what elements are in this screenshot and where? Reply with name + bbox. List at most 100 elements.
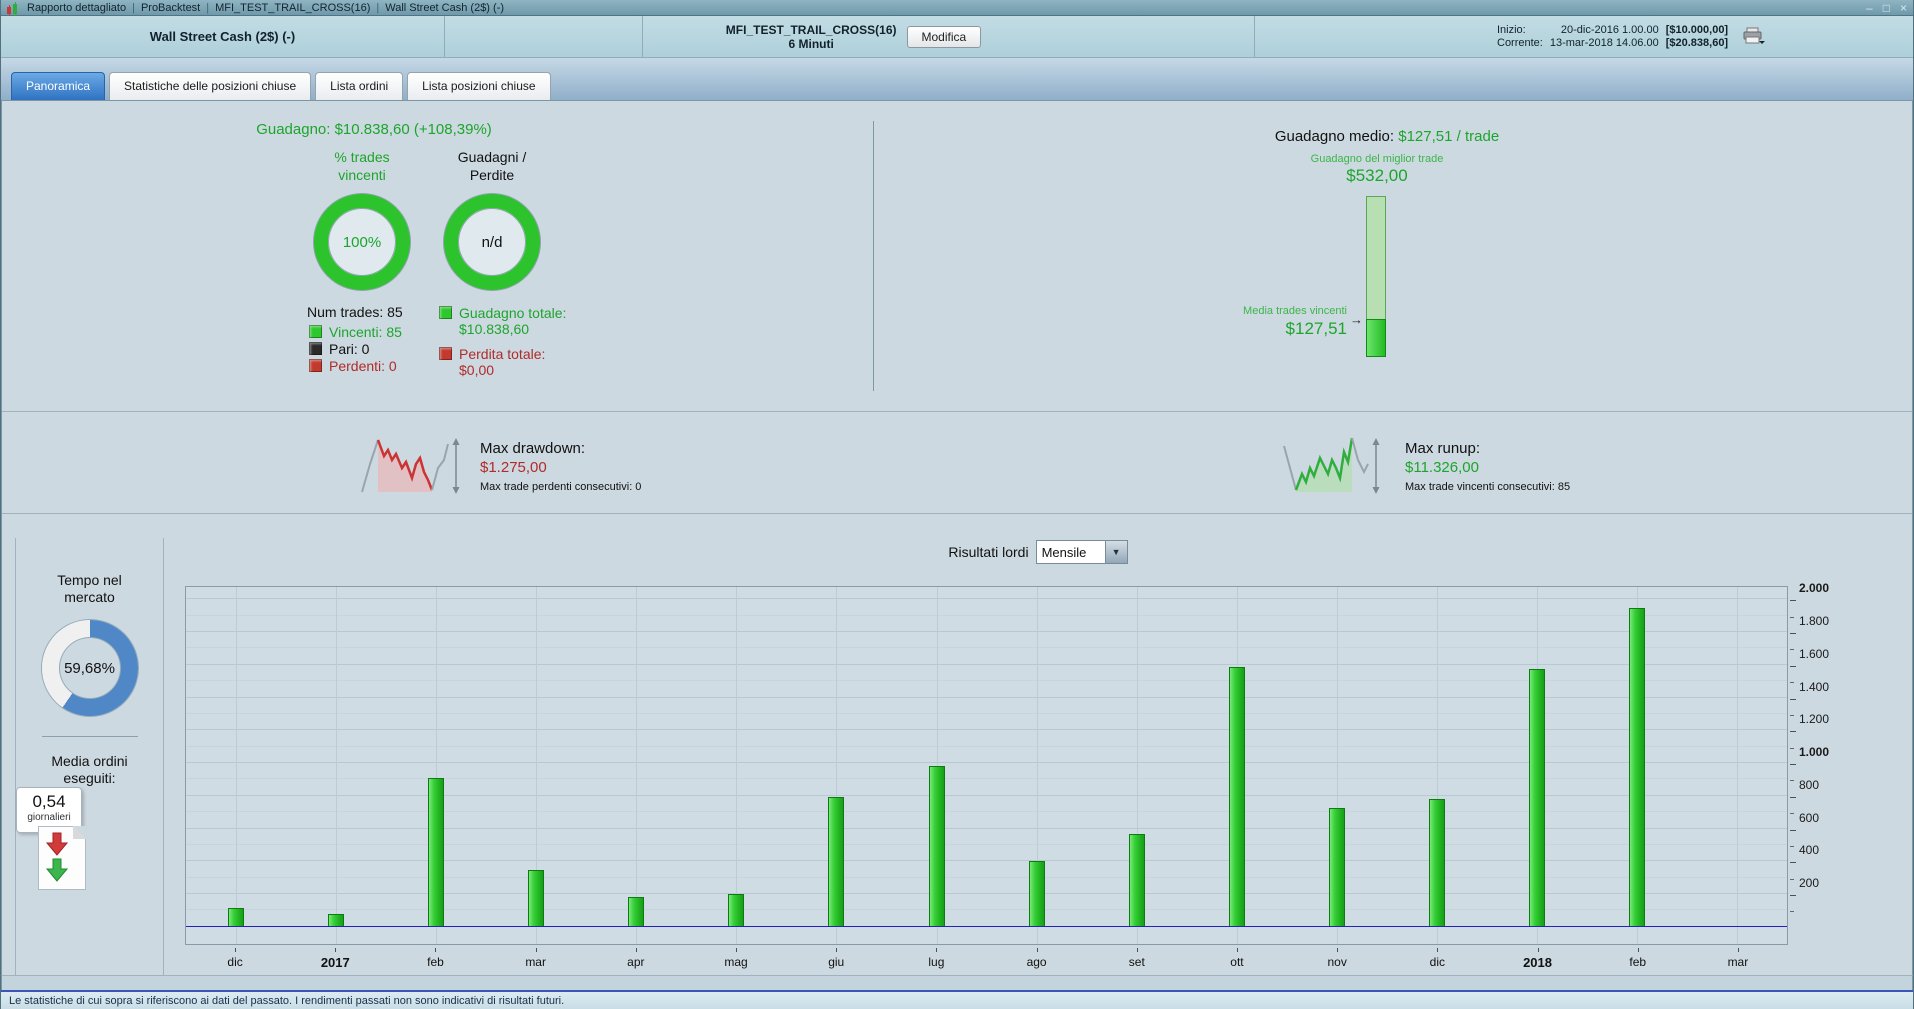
- avg-orders-title: Media ordini eseguiti:: [51, 753, 128, 786]
- avg-orders-unit: giornalieri: [27, 812, 71, 823]
- x-axis-label: giu: [786, 948, 886, 970]
- gross-results-chart-region: Risultati lordi Mensile ▼ 200 400 600 800 1.…: [164, 514, 1912, 975]
- winning-trades-title: % trades vincenti: [334, 149, 390, 183]
- avg-win-label: Media trades vincenti: [1243, 305, 1347, 317]
- x-axis-label: lug: [886, 948, 986, 970]
- drawdown-value: $1.275,00: [480, 459, 547, 476]
- result-bar-feb: [1628, 607, 1645, 927]
- result-bar-lug: [928, 766, 945, 927]
- legend-square: [309, 359, 322, 372]
- report-header: Wall Street Cash (2$) (-) MFI_TEST_TRAIL…: [1, 16, 1913, 58]
- runup-text: Max runup: $11.326,00 Max trade vincenti…: [1405, 440, 1570, 493]
- gain-loss-title: Guadagni / Perdite: [457, 149, 527, 183]
- start-label: Inizio:: [1497, 24, 1526, 36]
- drawdown-title: Max drawdown:: [480, 440, 586, 457]
- period-select[interactable]: Mensile ▼: [1035, 540, 1128, 564]
- time-in-market-value: 59,68%: [64, 659, 115, 677]
- total-loss-label: Perdita totale:: [459, 345, 546, 362]
- legend-label: Pari: 0: [329, 340, 370, 357]
- x-axis-label: apr: [586, 948, 686, 970]
- chart-y-axis: 200 400 600 800 1.000 1.200 1.400 1.600 1.800 2.0…: [1790, 581, 1860, 947]
- x-axis-label: mar: [1688, 948, 1788, 970]
- best-trade-bar: [1366, 196, 1386, 357]
- x-axis-label: ott: [1187, 948, 1287, 970]
- result-bar-giu: [828, 797, 845, 927]
- loss-legend-square: [439, 347, 452, 360]
- result-bar-mar: [528, 869, 545, 927]
- total-gain-label: Guadagno totale:: [459, 304, 567, 321]
- avg-orders-value-box: 0,54 giornalieri: [16, 787, 82, 833]
- trades-legend: Vincenti: 85 Pari: 0 Perdenti: 0: [309, 323, 402, 374]
- y-axis-label: 200: [1799, 876, 1820, 891]
- y-axis-label: 2.000: [1799, 581, 1830, 596]
- drawdown-sparkline-icon: [360, 434, 460, 501]
- results-section: Tempo nel mercato 59,68% Media ordini es…: [2, 513, 1912, 976]
- start-capital: [$10.000,00]: [1665, 24, 1729, 36]
- num-trades: Num trades: 85: [307, 304, 403, 320]
- y-axis-label: 1.000: [1799, 745, 1830, 759]
- y-axis-label: 1.800: [1799, 614, 1830, 628]
- y-axis-label: 400: [1799, 843, 1820, 858]
- runup-subtitle: Max trade vincenti consecutivi: 85: [1405, 481, 1571, 493]
- runup-sparkline-icon: [1282, 434, 1382, 501]
- chevron-down-icon[interactable]: ▼: [1104, 541, 1127, 563]
- result-bar-2018: [1528, 668, 1545, 927]
- x-axis-label: mar: [486, 948, 586, 970]
- y-axis-label: 800: [1799, 777, 1820, 792]
- strategy-timeframe: 6 Minuti: [788, 36, 834, 51]
- result-bar-mag: [728, 894, 745, 927]
- tab-panoramica[interactable]: Panoramica: [11, 72, 106, 100]
- current-datetime: 13-mar-2018 14.06.00: [1549, 37, 1659, 49]
- y-axis-label: 1.200: [1799, 712, 1830, 727]
- best-trade-value: $532,00: [1346, 166, 1408, 185]
- drawdown-subtitle: Max trade perdenti consecutivi: 0: [480, 481, 642, 493]
- y-axis-label: 1.400: [1799, 679, 1830, 694]
- market-time-sidebar: Tempo nel mercato 59,68% Media ordini es…: [15, 538, 164, 976]
- chart-x-axis: dic 2017 feb mar apr mag giu lug ago set ott nov dic…: [185, 948, 1788, 970]
- result-bar-ago: [1028, 860, 1045, 927]
- candlestick-app-icon: [7, 1, 17, 16]
- total-gain-value: $10.838,60: [459, 321, 530, 337]
- result-bar-set: [1128, 834, 1145, 927]
- period-select-value: Mensile: [1041, 545, 1087, 560]
- close-button[interactable]: ×: [1899, 0, 1907, 15]
- runup-title: Max runup:: [1405, 440, 1481, 457]
- x-axis-label: feb: [385, 948, 485, 970]
- x-axis-label: dic: [1387, 948, 1487, 970]
- result-bar-dic: [228, 908, 244, 927]
- instrument-name: Wall Street Cash (2$) (-): [149, 29, 296, 44]
- avg-win-value: $127,51: [1285, 319, 1347, 338]
- result-bar-apr: [628, 897, 645, 927]
- y-axis-label: 1.600: [1799, 646, 1830, 661]
- avg-win-arrow-icon: →: [1350, 312, 1363, 327]
- best-trade-label: Guadagno del miglior trade: [1310, 153, 1444, 165]
- x-axis-label: nov: [1287, 948, 1387, 970]
- legend-label: Perdenti: 0: [329, 357, 397, 374]
- result-bar-feb: [428, 777, 445, 927]
- total-loss-value: $0,00: [459, 362, 495, 378]
- tab-lista-posizioni-chiuse[interactable]: Lista posizioni chiuse: [407, 72, 551, 100]
- chart-plot: [185, 586, 1788, 945]
- modify-button[interactable]: Modifica: [906, 25, 982, 48]
- overview-panel: Guadagno: $10.838,60 (+108,39%) % trades…: [1, 101, 1913, 976]
- drawdown-text: Max drawdown: $1.275,00 Max trade perden…: [480, 440, 641, 493]
- title-item: Rapporto dettagliato: [27, 1, 127, 14]
- time-in-market-title: Tempo nel mercato: [57, 572, 122, 605]
- stats-section: Guadagno: $10.838,60 (+108,39%) % trades…: [2, 101, 1912, 411]
- tab-statistiche-delle-posizioni-chiuse[interactable]: Statistiche delle posizioni chiuse: [109, 72, 312, 100]
- current-label: Corrente:: [1497, 37, 1543, 49]
- legend-square: [309, 342, 322, 355]
- window-titlebar: Rapporto dettagliato | ProBacktest | MFI_TES…: [1, 0, 1913, 16]
- dates-section: Inizio: 20-dic-2016 1.00.00 [$10.000,00]…: [1254, 16, 1913, 57]
- time-in-market-donut: 59,68%: [41, 620, 138, 716]
- x-axis-label: 2017: [285, 948, 385, 970]
- print-icon[interactable]: [1742, 27, 1766, 50]
- maximize-button[interactable]: □: [1882, 0, 1890, 15]
- legend-square: [309, 325, 322, 338]
- tab-lista-ordini[interactable]: Lista ordini: [315, 72, 404, 100]
- title-item: Wall Street Cash (2$) (-): [385, 1, 505, 14]
- gain-loss-donut: n/d: [444, 194, 540, 290]
- drawdown-runup-section: Max drawdown: $1.275,00 Max trade perden…: [2, 411, 1912, 513]
- minimize-button[interactable]: –: [1866, 0, 1873, 15]
